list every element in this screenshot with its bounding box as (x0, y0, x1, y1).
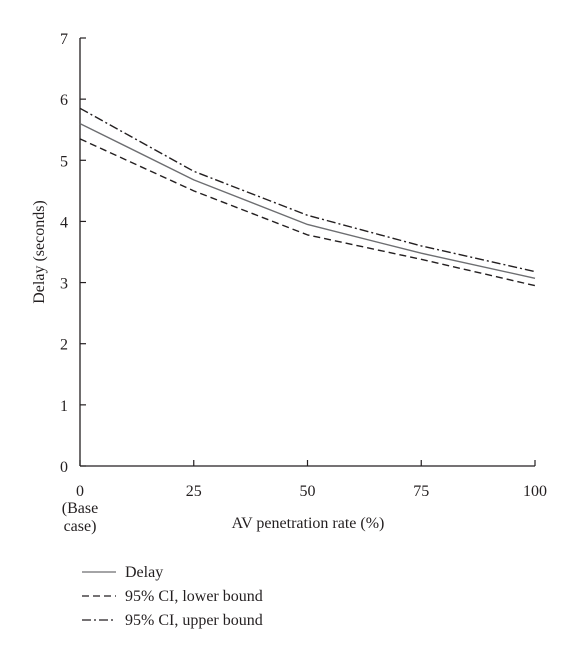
x-ticks: 0 25 50 75 100 (76, 460, 547, 500)
series-lines (79, 107, 536, 287)
y-tick-label: 2 (60, 337, 68, 354)
y-tick-label: 7 (60, 31, 68, 48)
series-line-upper-bound (79, 107, 536, 273)
y-tick-label: 6 (60, 92, 68, 109)
y-tick-label: 5 (60, 153, 68, 170)
y-tick-label: 0 (60, 459, 68, 476)
axes (79, 38, 535, 467)
x-tick-sublabel-base: (Base (62, 500, 98, 517)
legend-label-delay: Delay (125, 564, 163, 581)
y-axis-label: Delay (seconds) (31, 200, 48, 304)
x-tick-label: 25 (186, 483, 202, 500)
y-ticks: 0 1 2 3 4 5 6 7 (60, 31, 86, 476)
x-tick-label: 100 (523, 483, 547, 500)
y-tick-label: 1 (60, 398, 68, 415)
x-tick-sublabel-case: case) (64, 518, 97, 535)
legend-label-upper-bound: 95% CI, upper bound (125, 612, 263, 629)
legend-label-lower-bound: 95% CI, lower bound (125, 588, 263, 605)
y-tick-label: 3 (60, 276, 68, 293)
x-tick-label: 50 (300, 483, 316, 500)
series-line-delay (79, 122, 536, 279)
series-line-lower-bound (79, 138, 536, 287)
x-axis-label: AV penetration rate (%) (232, 515, 385, 532)
legend: Delay 95% CI, lower bound 95% CI, upper … (82, 564, 263, 629)
x-tick-label: 75 (413, 483, 429, 500)
x-tick-label: 0 (76, 483, 84, 500)
y-tick-label: 4 (60, 214, 68, 231)
